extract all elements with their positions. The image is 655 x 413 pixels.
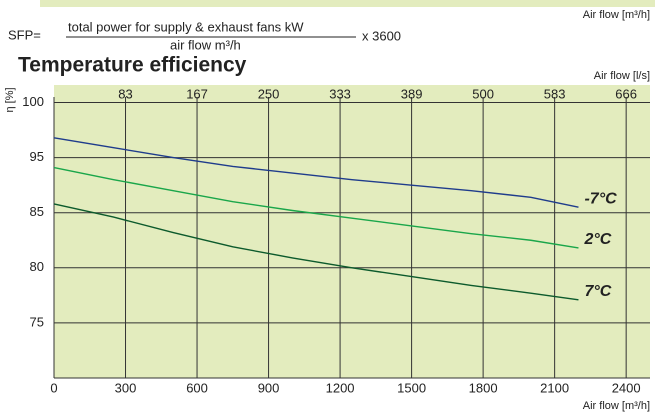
- y-tick-label: 95: [30, 149, 44, 164]
- x2-tick-label: 583: [544, 86, 566, 101]
- formula-factor: x 3600: [362, 28, 401, 43]
- x-tick-label: 2400: [612, 380, 641, 395]
- series-label: 7°C: [584, 283, 611, 300]
- x-tick-label: 1800: [469, 380, 498, 395]
- formula-denominator: air flow m³/h: [170, 37, 241, 52]
- series-line: [53, 203, 579, 301]
- x-tick-label: 300: [115, 380, 137, 395]
- formula-lhs: SFP=: [8, 27, 41, 42]
- chart-title: Temperature efficiency: [18, 54, 247, 77]
- x-tick-label: 900: [258, 380, 280, 395]
- series-label: -7°C: [584, 190, 617, 207]
- previous-chart-strip: [40, 0, 655, 7]
- top-axis-label: Air flow [m³/h]: [583, 9, 650, 21]
- x-axis-label: Air flow [m³/h]: [583, 400, 650, 412]
- x-tick-label: 1200: [326, 380, 355, 395]
- x2-tick-label: 167: [186, 86, 208, 101]
- y-axis-label: η [%]: [4, 87, 16, 112]
- x2-tick-label: 666: [615, 86, 637, 101]
- x2-tick-label: 500: [472, 86, 494, 101]
- x2-tick-label: 333: [329, 86, 351, 101]
- formula-numerator: total power for supply & exhaust fans kW: [68, 19, 304, 34]
- x-tick-label: 600: [186, 380, 208, 395]
- plot-background: [54, 85, 650, 378]
- y-tick-label: 100: [22, 94, 44, 109]
- y-tick-label: 80: [30, 259, 44, 274]
- series-line: [53, 166, 579, 249]
- x2-tick-label: 389: [401, 86, 423, 101]
- y-tick-label: 75: [30, 314, 44, 329]
- y-tick-label: 85: [30, 204, 44, 219]
- x-tick-label: 1500: [397, 380, 426, 395]
- series-label: 2°C: [583, 231, 611, 248]
- series-line: [53, 137, 579, 208]
- x-tick-label: 2100: [540, 380, 569, 395]
- x2-axis-label: Air flow [l/s]: [594, 70, 650, 82]
- x2-tick-label: 83: [118, 86, 132, 101]
- x-tick-label: 0: [50, 380, 57, 395]
- x2-tick-label: 250: [258, 86, 280, 101]
